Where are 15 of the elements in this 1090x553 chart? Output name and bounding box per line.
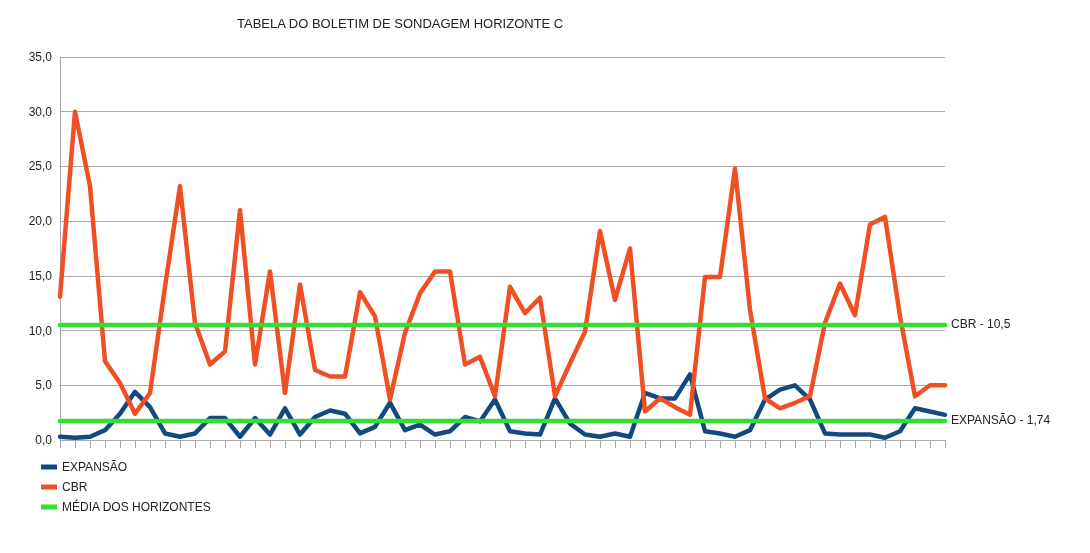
- line-series: [57, 109, 948, 418]
- legend-label: EXPANSÃO: [62, 460, 128, 474]
- chart-title: TABELA DO BOLETIM DE SONDAGEM HORIZONTE C: [237, 16, 564, 31]
- y-tick-label: 25,0: [28, 159, 53, 174]
- y-tick-label: 10,0: [28, 323, 53, 338]
- y-tick-label: 15,0: [28, 268, 53, 283]
- legend-label: CBR: [62, 480, 88, 494]
- text: CBR - 10,5: [951, 317, 1011, 332]
- legend-label: MÉDIA DOS HORIZONTES: [62, 499, 211, 514]
- y-tick-label: 0,0: [35, 433, 53, 447]
- y-tick-label: 30,0: [28, 104, 53, 119]
- y-tick-label: 35,0: [28, 50, 53, 64]
- y-tick-label: 20,0: [28, 214, 53, 229]
- y-tick-label: 5,0: [35, 378, 53, 393]
- text: EXPANSÃO - 1,74: [951, 412, 1051, 427]
